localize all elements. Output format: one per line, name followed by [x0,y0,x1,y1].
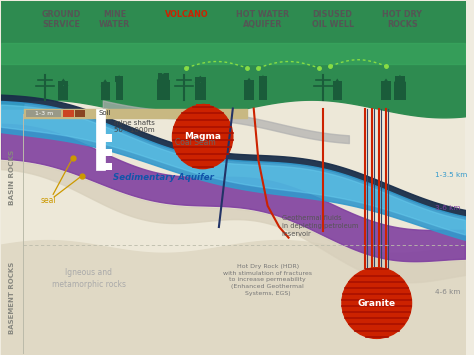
Bar [105,82,110,86]
Text: seal: seal [40,196,56,205]
Bar [401,76,405,82]
Bar [194,83,206,100]
Polygon shape [157,73,170,80]
Text: Hot Dry Rock (HDR)
with stimulation of fractures
to increase permeability
(Enhan: Hot Dry Rock (HDR) with stimulation of f… [223,264,312,295]
Polygon shape [100,79,110,86]
Bar [195,77,200,83]
Text: Granite: Granite [358,299,396,307]
Text: VOLCANO: VOLCANO [164,10,208,18]
Bar [157,80,170,100]
Bar [244,80,249,85]
Bar [263,76,267,82]
Bar [196,104,210,109]
Text: DISUSED
OIL WELL: DISUSED OIL WELL [311,10,354,29]
Bar [381,86,391,100]
Text: 50 - 1000m: 50 - 1000m [114,127,155,133]
Bar [75,110,85,118]
Text: GROUND
SERVICE: GROUND SERVICE [41,10,81,29]
Bar [201,77,206,83]
Text: MINE
WATER: MINE WATER [99,10,130,29]
Bar [394,82,406,100]
Bar [164,73,169,80]
Bar [105,163,112,170]
Bar [333,86,342,100]
Ellipse shape [342,268,411,338]
Polygon shape [116,75,123,82]
Bar [115,76,119,82]
Text: 3-6 km: 3-6 km [435,204,460,211]
Text: mine shafts: mine shafts [114,120,155,126]
Polygon shape [244,78,254,85]
Polygon shape [194,76,206,83]
Polygon shape [381,78,391,86]
Bar [58,86,68,100]
Text: BASIN ROCKS: BASIN ROCKS [9,150,15,205]
Polygon shape [58,78,68,86]
Polygon shape [394,75,406,82]
Bar [58,81,63,86]
Text: Soil: Soil [98,110,111,116]
Ellipse shape [173,105,233,169]
Text: Sedimentary Aquifer: Sedimentary Aquifer [113,173,214,182]
Bar [337,81,342,86]
Bar [259,76,263,82]
Bar [244,85,254,100]
Bar [158,73,162,80]
Text: HOT WATER
AQUIFER: HOT WATER AQUIFER [237,10,290,29]
Text: Igneous and
metamorphic rocks: Igneous and metamorphic rocks [52,268,126,289]
Polygon shape [259,75,267,82]
Bar [64,81,68,86]
Text: Magma: Magma [184,132,221,141]
Bar [333,81,337,86]
Text: 4-6 km: 4-6 km [435,289,460,295]
Text: 1-3 m: 1-3 m [35,111,53,116]
Text: 1-3.5 km: 1-3.5 km [435,172,467,178]
Bar [249,80,254,85]
Bar [259,82,267,100]
Bar [381,81,386,86]
Bar [395,76,400,82]
Bar [100,82,105,86]
Bar [118,76,123,82]
Bar [386,81,391,86]
Bar [64,110,73,118]
Text: BASEMENT ROCKS: BASEMENT ROCKS [9,262,15,334]
Bar [105,148,112,156]
Text: Coal Seam: Coal Seam [175,138,216,147]
Bar [26,110,61,118]
Polygon shape [333,78,342,86]
Bar [105,134,112,142]
Text: Geothermal fluids
in depleting petroleum
reservoir: Geothermal fluids in depleting petroleum… [282,215,358,237]
Bar [116,82,123,100]
Text: HOT DRY
ROCKS: HOT DRY ROCKS [382,10,422,29]
Bar [100,86,110,100]
Bar [96,109,105,170]
